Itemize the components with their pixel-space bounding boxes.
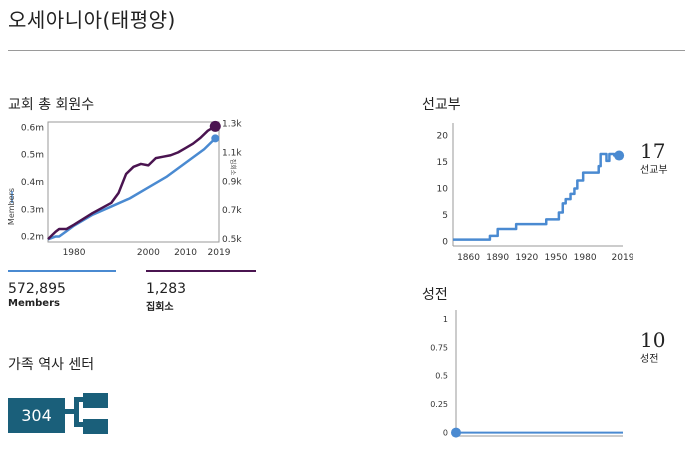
membership-section-title: 교회 총 회원수 [8,97,95,113]
units-series-endpoint [209,120,221,132]
members-stat-line [8,270,116,272]
membership-y2-tick-label: 0.5k [222,235,242,245]
missionaries-x-tick-label: 1920 [515,253,538,263]
temples-series-startpoint [451,427,461,438]
missionaries-x-tick-label: 1950 [545,253,568,263]
page-title: 오세아니아(태평양) [8,8,176,32]
missionaries-x-tick-label: 1890 [486,253,509,263]
membership-chart: 0.2m 0.3m 0.4m 0.5m 0.6m 0.5k 0.7k 0.9k 1.1k 1.3k… [7,119,242,258]
temples-current-value: 10 [640,328,666,352]
missionaries-y-tick-label: 10 [437,185,449,195]
temples-y-tick-label: 0.25 [430,400,448,409]
temples-chart: 0 0.25 0.5 0.75 1 [430,310,623,438]
temples-y-tick-label: 1 [443,315,448,324]
membership-x-tick-label: 2019 [208,248,231,258]
missionaries-current-label: 선교부 [640,165,668,176]
membership-y2-tick-label: 1.3k [222,119,242,129]
missionaries-x-tick-label: 1980 [574,253,597,263]
members-stat-value: 572,895 [8,281,66,297]
missionaries-y-tick-label: 0 [442,238,448,248]
missionaries-y-tick-label: 15 [437,158,448,168]
members-stat-label: Members [8,298,60,309]
membership-y-tick-label: 0.6m [21,123,44,133]
missionaries-section-title: 선교부 [422,97,461,113]
membership-y-tick-label: 0.4m [21,178,44,188]
family-tree-icon [65,393,108,434]
membership-y2-tick-label: 1.1k [222,148,242,158]
family-history-count: 304 [8,398,65,433]
temples-section-title: 성전 [422,287,448,303]
missionaries-x-tick-label: 2019 [612,253,633,263]
membership-ylabel: Members [7,188,16,225]
membership-y2-tick-label: 0.9k [222,177,242,187]
membership-x-tick-label: 2010 [174,248,197,258]
membership-x-tick-label: 1980 [63,248,86,258]
temples-y-tick-label: 0.75 [430,343,448,352]
units-stat-line [146,270,256,272]
members-series-endpoint [211,134,220,143]
units-stat-label: 집회소 [146,302,174,313]
membership-y2label: 집회소 [229,159,237,176]
units-series-line [47,125,216,241]
membership-y-tick-label: 0.5m [21,151,44,161]
header-divider [8,50,685,51]
units-stat-value: 1,283 [146,281,187,297]
missionaries-chart: 0 5 10 15 20 1860 1890 1920 1950 1980 2019 [437,123,633,263]
temples-y-tick-label: 0 [443,429,448,438]
temples-y-tick-label: 0.5 [435,372,448,381]
missionaries-current-value: 17 [640,139,666,163]
missionaries-y-tick-label: 20 [437,131,449,141]
missionaries-series-endpoint [614,150,625,161]
membership-x-tick-label: 2000 [137,248,160,258]
family-history-section-title: 가족 역사 센터 [8,357,95,373]
membership-y2-tick-label: 0.7k [222,206,242,216]
members-series-line [47,137,217,241]
missionaries-x-tick-label: 1860 [457,253,480,263]
temples-current-label: 성전 [640,354,659,365]
membership-plot-frame [47,121,220,243]
membership-y-tick-label: 0.3m [21,205,44,215]
missionaries-series-line [453,152,620,241]
membership-y-tick-label: 0.2m [21,233,44,243]
missionaries-y-tick-label: 5 [442,211,448,221]
